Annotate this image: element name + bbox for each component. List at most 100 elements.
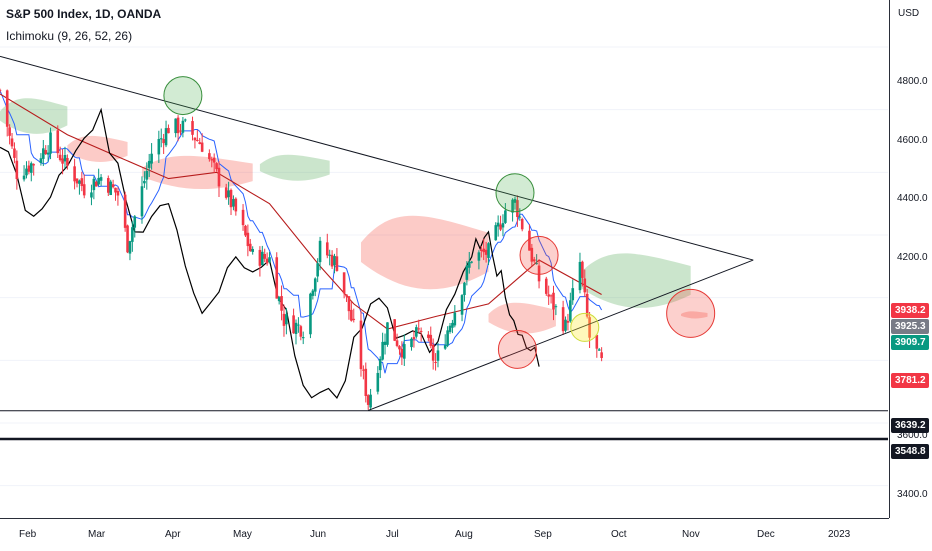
candle (427, 334, 430, 338)
candle (174, 118, 177, 134)
candle (398, 346, 401, 350)
candle (217, 167, 221, 187)
candle (299, 326, 303, 337)
candle (227, 190, 230, 198)
candle (13, 148, 16, 158)
time-tick: Apr (165, 529, 181, 540)
candle (27, 165, 31, 172)
trendline (368, 259, 754, 411)
candle (600, 352, 603, 358)
price-tick: 4200.0 (897, 252, 928, 263)
candle (532, 259, 536, 262)
candle (58, 154, 62, 161)
price-label-cloud: 3909.7 (891, 335, 929, 350)
time-tick: Feb (19, 529, 37, 540)
highlight-circle (163, 76, 203, 116)
candle (359, 320, 363, 370)
candle (248, 243, 252, 251)
candle (109, 181, 112, 196)
candle (49, 132, 52, 154)
candle (431, 344, 435, 361)
time-tick: Sep (534, 529, 552, 540)
candle (90, 192, 93, 198)
candle (8, 127, 11, 136)
candle (376, 372, 380, 392)
candle (482, 248, 486, 253)
candle (554, 306, 558, 308)
candle (564, 319, 567, 331)
candle (210, 159, 214, 161)
candle (179, 130, 182, 132)
candle (415, 327, 418, 337)
candle (106, 178, 110, 193)
candle (263, 253, 267, 259)
time-tick: Jul (386, 529, 399, 540)
indicator-legend[interactable]: Ichimoku (9, 26, 52, 26) (6, 29, 133, 43)
candle (128, 241, 132, 254)
candle (494, 225, 498, 241)
candle (44, 150, 48, 155)
candle (410, 338, 413, 348)
chart-title[interactable]: S&P 500 Index, 1D, OANDA (6, 7, 162, 21)
candle (520, 218, 524, 230)
drawing-annotations[interactable] (0, 55, 888, 441)
cloud-segment (360, 215, 489, 290)
highlight-circle (666, 288, 716, 338)
candle (316, 263, 319, 277)
price-tick: 3600.0 (897, 430, 928, 441)
time-tick: Jun (310, 529, 327, 540)
highlight-circle (570, 312, 600, 342)
highlight-circle (519, 235, 559, 275)
candle (571, 288, 575, 301)
candle (446, 330, 449, 346)
candle (46, 152, 50, 155)
candle (282, 313, 286, 326)
candle (261, 251, 264, 266)
candle (99, 177, 103, 181)
candle (294, 322, 298, 334)
price-axis[interactable] (889, 0, 932, 518)
candle (352, 318, 356, 320)
candle (241, 209, 245, 226)
candle (597, 349, 601, 351)
time-tick: Oct (611, 529, 627, 540)
candle (333, 256, 336, 266)
price-label-tenkan: 3925.3 (891, 319, 929, 334)
candle (585, 293, 589, 317)
time-tick: May (233, 529, 252, 540)
candle (229, 189, 233, 208)
ichimoku-cloud (0, 98, 708, 334)
candle (566, 320, 570, 323)
price-tick: 3400.0 (897, 489, 928, 500)
candle (164, 128, 168, 146)
candle (208, 153, 211, 160)
candle (285, 314, 288, 325)
candle (595, 334, 599, 349)
time-tick: Aug (455, 529, 473, 540)
candle (381, 341, 384, 360)
candle (328, 254, 331, 256)
highlight-circle (497, 329, 537, 369)
candle (268, 257, 271, 263)
candle (94, 181, 98, 187)
candle (277, 297, 281, 302)
candle (224, 187, 228, 198)
candle (181, 120, 185, 133)
candle (244, 225, 247, 236)
candle (477, 252, 481, 261)
time-axis[interactable] (0, 518, 889, 551)
candle (246, 232, 250, 247)
candle (366, 395, 370, 405)
candle (335, 256, 339, 271)
candle (386, 322, 389, 345)
candle (417, 328, 421, 330)
candle (318, 240, 322, 263)
candle (5, 90, 9, 127)
price-label-kijun: 3938.2 (891, 303, 929, 318)
candle (25, 168, 28, 176)
candle (465, 265, 469, 280)
highlight-circle (495, 173, 535, 213)
candle (501, 223, 505, 228)
candle (301, 337, 305, 339)
